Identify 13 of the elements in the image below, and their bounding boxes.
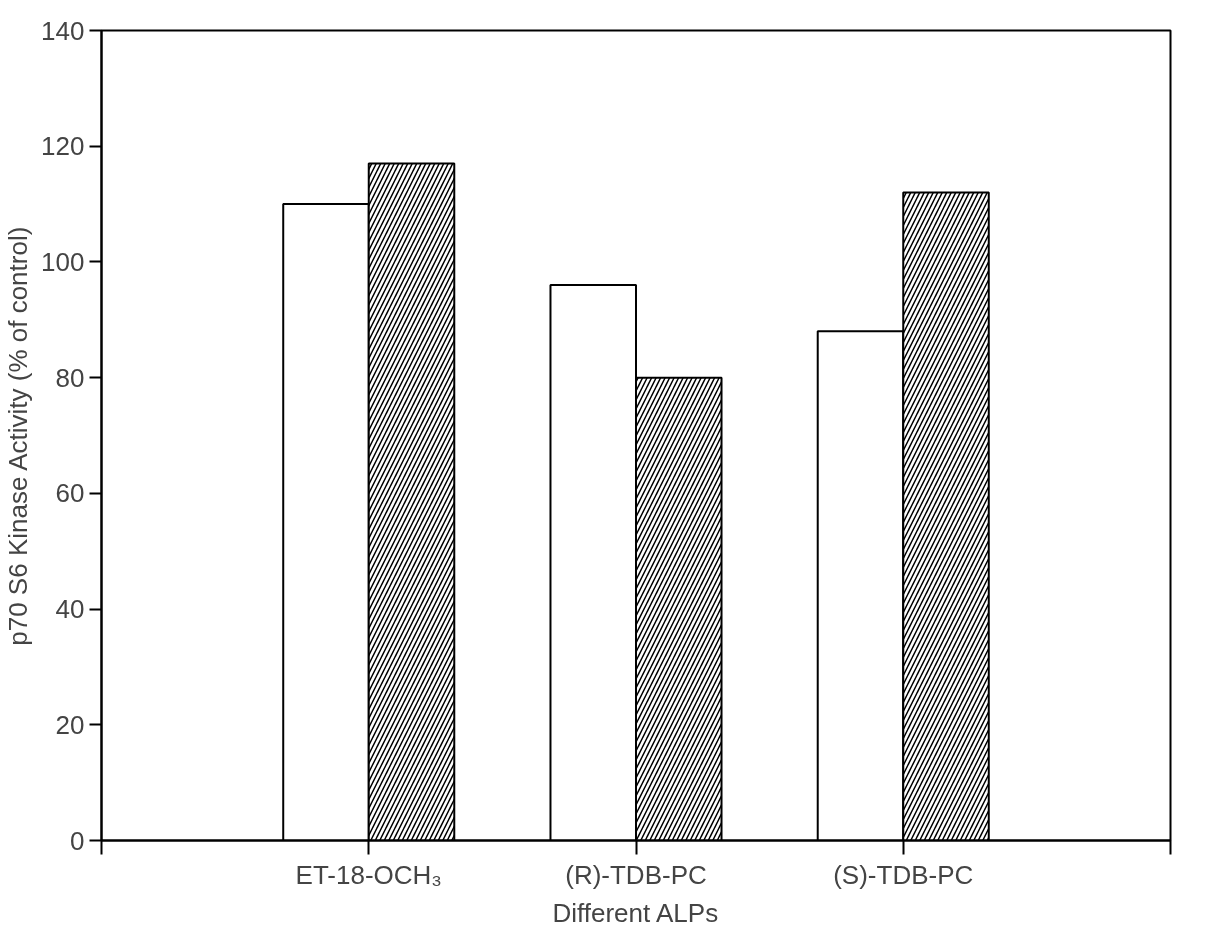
y-tick-label: 0 xyxy=(70,825,85,856)
y-tick-label: 100 xyxy=(41,246,85,277)
y-tick-label: 140 xyxy=(41,15,85,46)
y-tick-label: 40 xyxy=(55,594,85,625)
y-axis-title: p70 S6 Kinase Activity (% of control) xyxy=(3,226,34,646)
x-tick-label: (S)-TDB-PC xyxy=(833,859,974,890)
x-tick-label: ET-18-OCH₃ xyxy=(295,859,442,890)
x-axis-title: Different ALPs xyxy=(552,897,719,928)
y-tick-label: 80 xyxy=(55,362,85,393)
y-tick-label: 20 xyxy=(55,709,85,740)
y-tick-label: 60 xyxy=(55,478,85,509)
y-tick-label: 120 xyxy=(41,131,85,162)
x-tick-label: (R)-TDB-PC xyxy=(565,859,707,890)
